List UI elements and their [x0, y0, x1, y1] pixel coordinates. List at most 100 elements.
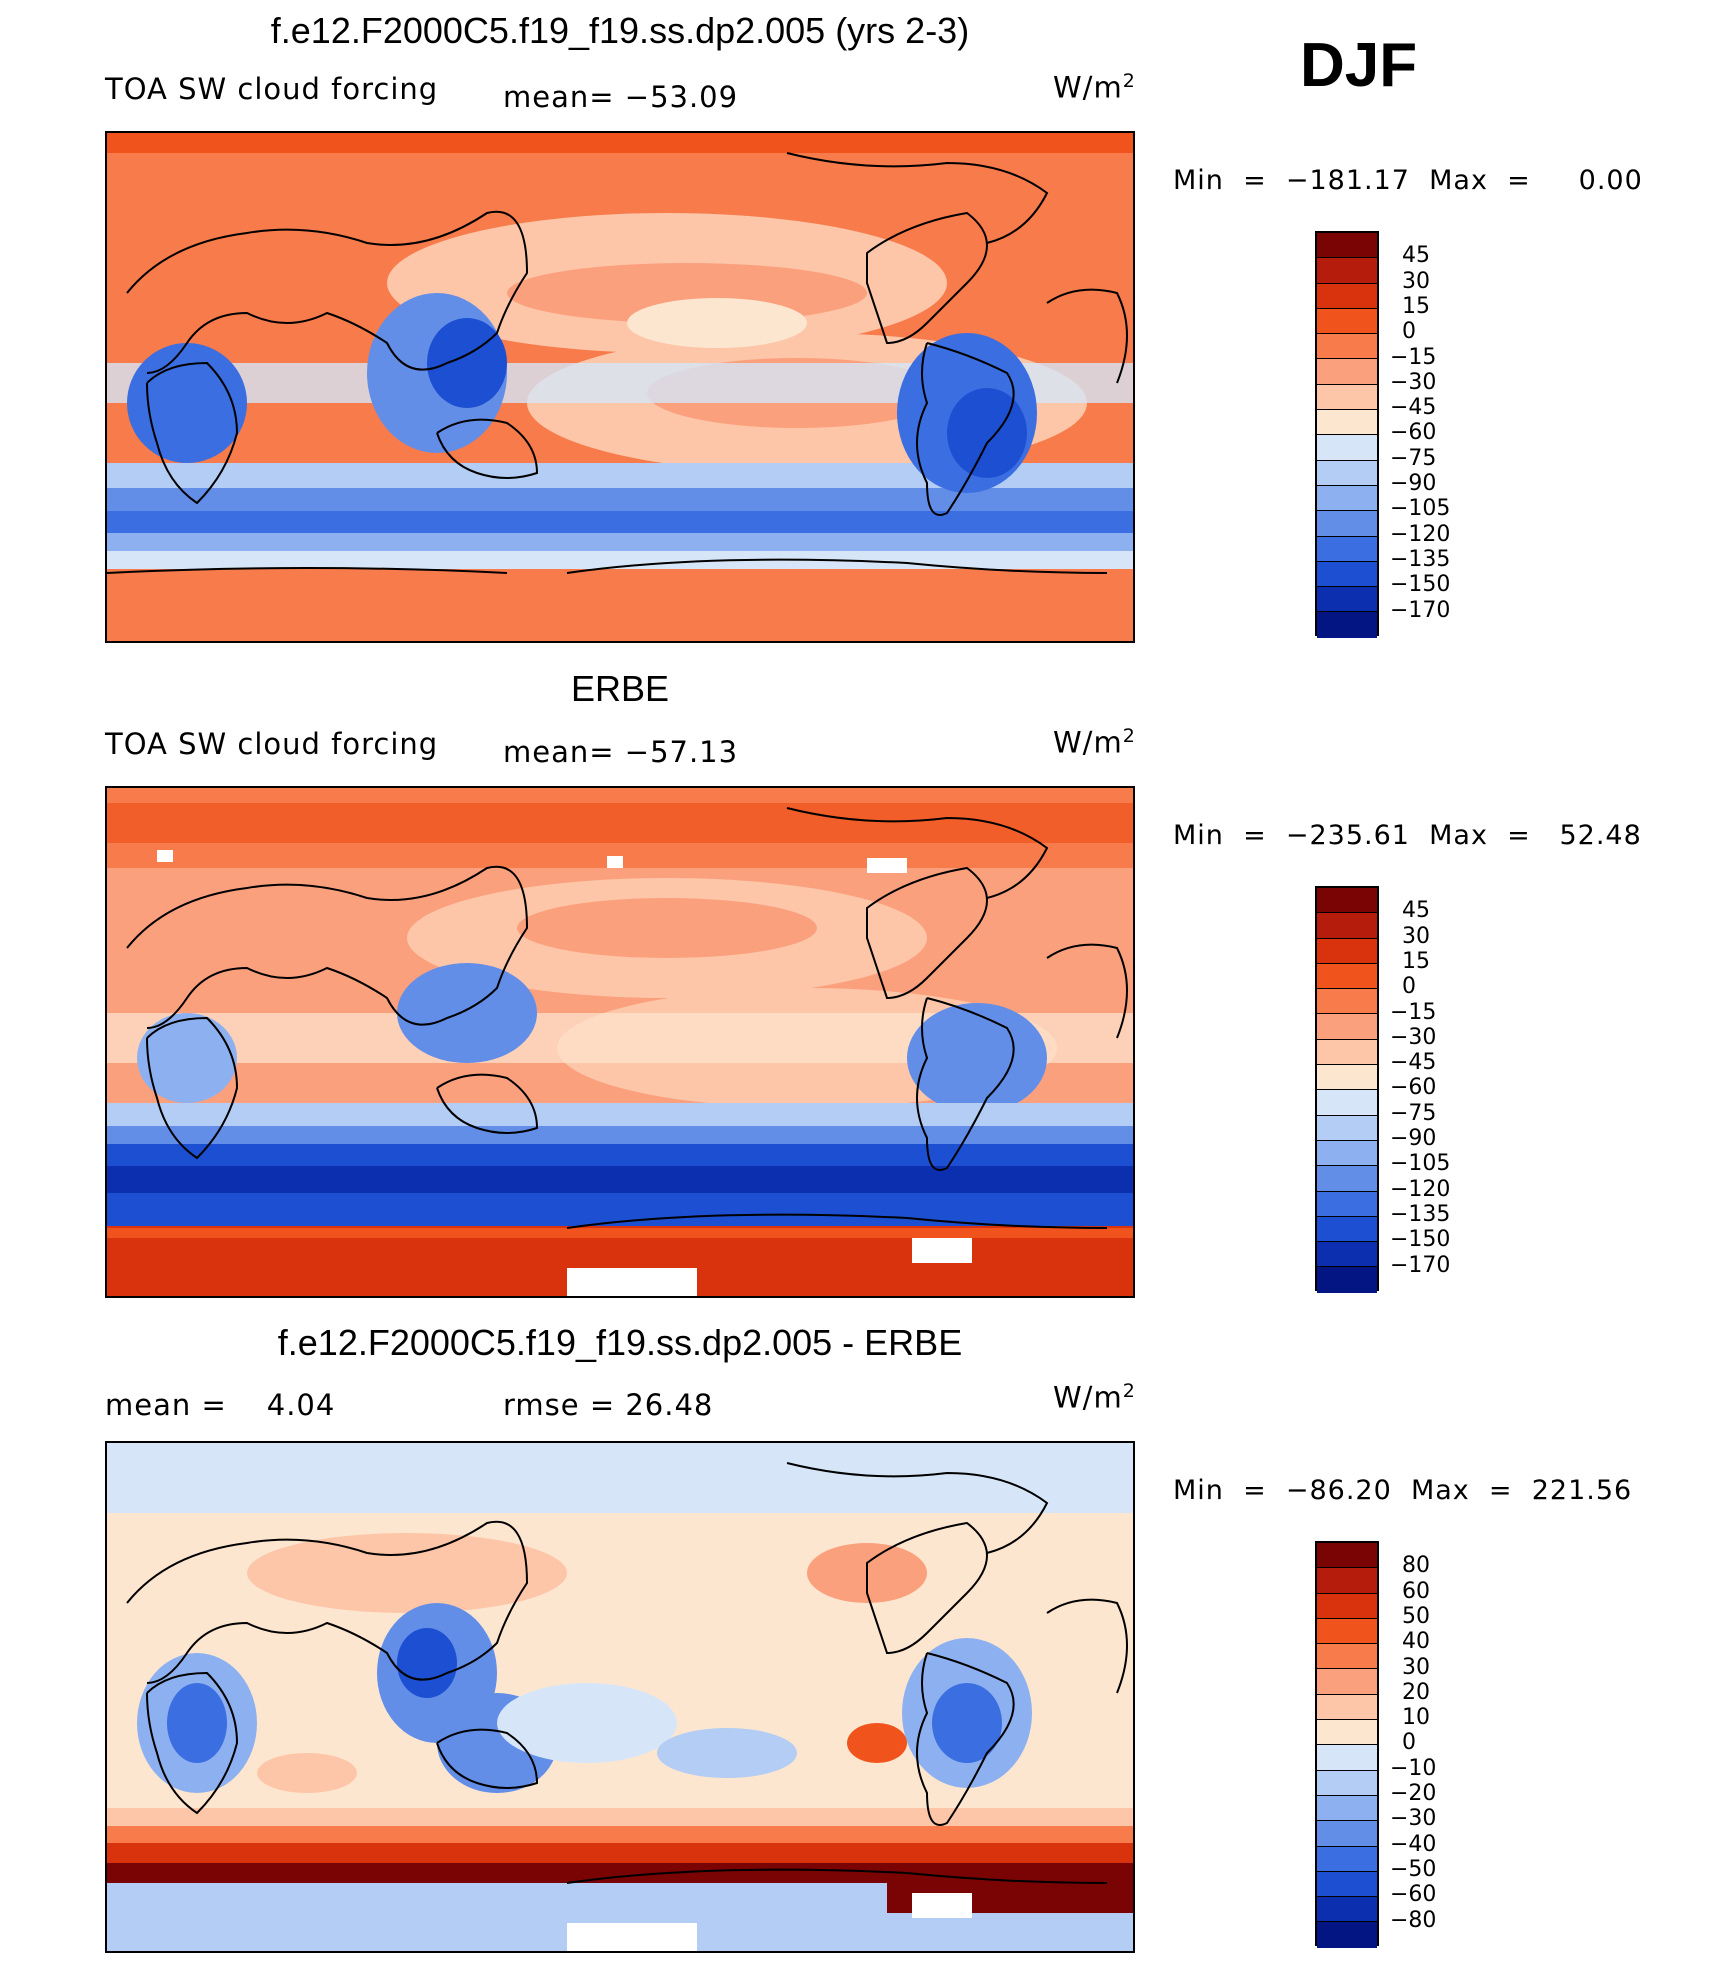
colorbar-tick-label: 15	[1402, 293, 1430, 319]
colorbar-tick-label: −60	[1390, 1882, 1437, 1908]
colorbar-segment	[1317, 233, 1377, 259]
colorbar-tick-label: 15	[1402, 948, 1430, 974]
colorbar-segment	[1317, 1543, 1377, 1569]
colorbar-segment	[1317, 1644, 1377, 1670]
colorbar-tick-label: 50	[1402, 1603, 1430, 1629]
colorbar-segment	[1317, 1267, 1377, 1293]
colorbar-segment	[1317, 258, 1377, 284]
colorbar-segment	[1317, 1568, 1377, 1594]
panel3-rmse-value: 26.48	[625, 1388, 714, 1422]
panel1-colorbar	[1315, 231, 1379, 638]
colorbar-tick-label: 30	[1402, 268, 1430, 294]
colorbar-tick-label: 20	[1402, 1679, 1430, 1705]
colorbar-tick-label: 45	[1402, 243, 1430, 269]
colorbar-tick-label: −45	[1390, 395, 1437, 421]
colorbar-segment	[1317, 410, 1377, 436]
colorbar-tick-label: 10	[1402, 1705, 1430, 1731]
colorbar-segment	[1317, 888, 1377, 914]
panel2-mean-label: mean= −57.13	[503, 735, 739, 769]
colorbar-segment	[1317, 1166, 1377, 1192]
colorbar-segment	[1317, 536, 1377, 562]
colorbar-tick-label: −120	[1390, 521, 1451, 547]
colorbar-segment	[1317, 308, 1377, 335]
colorbar-tick-label: 0	[1402, 974, 1416, 1000]
colorbar-segment	[1317, 485, 1377, 512]
panel1-mean-value: −53.09	[624, 80, 739, 114]
panel3-mean-label: mean = 4.04	[105, 1388, 336, 1422]
colorbar-segment	[1317, 359, 1377, 385]
colorbar-tick-label: 30	[1402, 1654, 1430, 1680]
colorbar-segment	[1317, 1242, 1377, 1268]
colorbar-tick-label: −50	[1390, 1856, 1437, 1882]
panel3-title: f.e12.F2000C5.f19_f19.ss.dp2.005 - ERBE	[277, 1322, 963, 1363]
colorbar-tick-label: −60	[1390, 1075, 1437, 1101]
colorbar-tick-label: −60	[1390, 420, 1437, 446]
panel2-minmax: Min = −235.61 Max = 52.48	[1173, 820, 1642, 851]
colorbar-segment	[1317, 913, 1377, 939]
colorbar-segment	[1317, 1897, 1377, 1923]
colorbar-segment	[1317, 1115, 1377, 1141]
panel3-minmax: Min = −86.20 Max = 221.56	[1173, 1475, 1633, 1506]
colorbar-tick-label: −150	[1390, 1227, 1451, 1253]
colorbar-tick-label: 30	[1402, 923, 1430, 949]
colorbar-tick-label: −120	[1390, 1176, 1451, 1202]
colorbar-segment	[1317, 1669, 1377, 1695]
colorbar-segment	[1317, 1770, 1377, 1796]
panel3-colorbar	[1315, 1541, 1379, 1948]
colorbar-tick-label: −40	[1390, 1831, 1437, 1857]
colorbar-segment	[1317, 963, 1377, 990]
colorbar-tick-label: −30	[1390, 1806, 1437, 1832]
panel3-rmse-label: rmse = 26.48	[503, 1388, 714, 1422]
colorbar-segment	[1317, 1191, 1377, 1217]
panel3-mean-value: 4.04	[266, 1388, 336, 1422]
colorbar-tick-label: −105	[1390, 1151, 1451, 1177]
colorbar-segment	[1317, 587, 1377, 613]
colorbar-segment	[1317, 1871, 1377, 1898]
panel2-map-svg	[107, 788, 1133, 1296]
colorbar-tick-label: −15	[1390, 344, 1437, 370]
colorbar-tick-label: −75	[1390, 1100, 1437, 1126]
panel1-map-svg	[107, 133, 1133, 641]
colorbar-tick-label: −135	[1390, 1201, 1451, 1227]
colorbar-tick-label: 40	[1402, 1629, 1430, 1655]
colorbar-segment	[1317, 1694, 1377, 1721]
colorbar-segment	[1317, 511, 1377, 537]
colorbar-segment	[1317, 384, 1377, 411]
panel2-map	[105, 786, 1135, 1298]
colorbar-tick-label: −90	[1390, 1126, 1437, 1151]
panel3-units: W/m2	[1053, 1380, 1136, 1415]
panel1-title: f.e12.F2000C5.f19_f19.ss.dp2.005 (yrs 2-…	[270, 10, 970, 51]
panel1-minmax: Min = −181.17 Max = 0.00	[1173, 165, 1643, 196]
colorbar-tick-label: −90	[1390, 471, 1437, 496]
colorbar-segment	[1317, 1720, 1377, 1746]
colorbar-segment	[1317, 1140, 1377, 1167]
colorbar-segment	[1317, 1745, 1377, 1771]
colorbar-tick-label: −170	[1390, 1252, 1451, 1278]
colorbar-segment	[1317, 1922, 1377, 1948]
colorbar-segment	[1317, 989, 1377, 1015]
season-label: DJF	[1300, 31, 1418, 100]
colorbar-segment	[1317, 938, 1377, 964]
colorbar-tick-label: −45	[1390, 1050, 1437, 1076]
colorbar-segment	[1317, 1618, 1377, 1645]
colorbar-segment	[1317, 435, 1377, 461]
panel1-units: W/m2	[1053, 70, 1136, 105]
panel2-title: ERBE	[570, 668, 670, 709]
colorbar-tick-label: −75	[1390, 445, 1437, 471]
panel2-units: W/m2	[1053, 725, 1136, 760]
colorbar-tick-label: 60	[1402, 1578, 1430, 1604]
colorbar-tick-label: −80	[1390, 1907, 1437, 1933]
colorbar-tick-label: −150	[1390, 572, 1451, 598]
colorbar-tick-label: −105	[1390, 496, 1451, 522]
colorbar-tick-label: 0	[1402, 319, 1416, 345]
panel1-variable-label: TOA SW cloud forcing	[105, 72, 439, 106]
colorbar-tick-label: −10	[1390, 1755, 1437, 1781]
colorbar-tick-label: −30	[1390, 1024, 1437, 1050]
colorbar-segment	[1317, 1039, 1377, 1066]
colorbar-segment	[1317, 460, 1377, 486]
colorbar-tick-label: −20	[1390, 1781, 1437, 1806]
colorbar-tick-label: 0	[1402, 1730, 1416, 1756]
colorbar-tick-label: −30	[1390, 369, 1437, 395]
colorbar-segment	[1317, 1090, 1377, 1116]
colorbar-tick-label: 45	[1402, 898, 1430, 924]
